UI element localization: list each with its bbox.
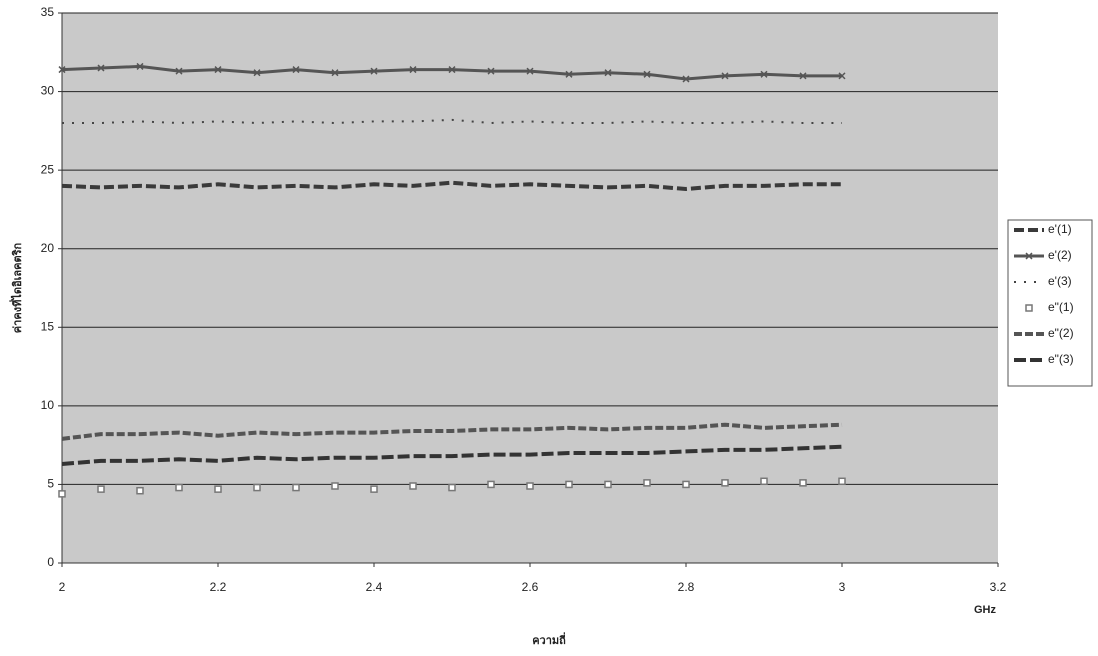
marker [643, 70, 651, 78]
marker [136, 486, 144, 495]
x-tick-label: 2.6 [522, 580, 539, 594]
y-tick-label: 35 [41, 5, 55, 19]
marker [331, 69, 339, 77]
marker [448, 66, 456, 74]
marker [565, 70, 573, 78]
marker [487, 480, 495, 489]
legend-label: e'(2) [1048, 248, 1072, 262]
marker [799, 72, 807, 80]
marker [409, 482, 417, 490]
marker [175, 67, 183, 75]
marker [58, 66, 66, 74]
legend-label: e"(2) [1048, 326, 1074, 340]
y-tick-label: 30 [41, 84, 55, 98]
y-tick-label: 25 [41, 162, 55, 176]
marker [136, 62, 144, 70]
x-tick-label: 2.4 [366, 580, 383, 594]
legend-label: e'(1) [1048, 222, 1072, 236]
y-tick-label: 15 [41, 319, 55, 333]
marker [370, 485, 378, 493]
marker [448, 483, 456, 492]
series-line [62, 118, 842, 125]
marker [682, 480, 690, 489]
marker [526, 67, 534, 75]
y-tick-label: 5 [47, 477, 54, 491]
marker [58, 490, 66, 498]
marker [214, 485, 222, 493]
marker [331, 482, 339, 490]
marker [604, 69, 612, 77]
marker [1025, 304, 1033, 312]
x-tick-label: 3 [839, 580, 846, 594]
marker [760, 70, 768, 78]
plot-area [62, 13, 998, 563]
marker [370, 67, 378, 75]
marker [487, 67, 495, 75]
marker [721, 72, 729, 80]
marker [526, 482, 534, 490]
marker [253, 483, 261, 492]
legend-label: e"(1) [1048, 300, 1074, 314]
marker [721, 479, 729, 487]
y-tick-label: 10 [41, 398, 55, 412]
legend-label: e'(3) [1048, 274, 1072, 288]
x-tick-label: 2.8 [678, 580, 695, 594]
marker [409, 66, 417, 74]
marker [253, 69, 261, 77]
marker [838, 72, 846, 80]
marker [214, 66, 222, 74]
marker [175, 483, 183, 492]
y-axis-title: ค่าคงที่ไดอิเลคตริก [9, 242, 24, 333]
marker [604, 480, 612, 489]
series-line [61, 444, 843, 466]
marker [643, 479, 651, 487]
y-tick-label: 0 [47, 555, 54, 569]
marker [838, 477, 846, 486]
marker [1025, 252, 1033, 260]
series-line [61, 180, 842, 192]
marker [97, 485, 105, 493]
marker [97, 64, 105, 72]
marker [760, 477, 768, 486]
marker [565, 480, 573, 489]
marker [799, 479, 807, 487]
x-unit: GHz [974, 604, 997, 616]
x-axis-title: ความถี่ [532, 632, 566, 647]
marker [682, 75, 690, 83]
x-tick-label: 3.2 [990, 580, 1007, 594]
x-tick-label: 2.2 [210, 580, 227, 594]
y-tick-label: 20 [41, 241, 55, 255]
x-tick-label: 2 [59, 580, 66, 594]
legend-label: e"(3) [1048, 352, 1074, 366]
marker [292, 483, 300, 492]
marker [292, 66, 300, 74]
series-line [61, 422, 843, 441]
